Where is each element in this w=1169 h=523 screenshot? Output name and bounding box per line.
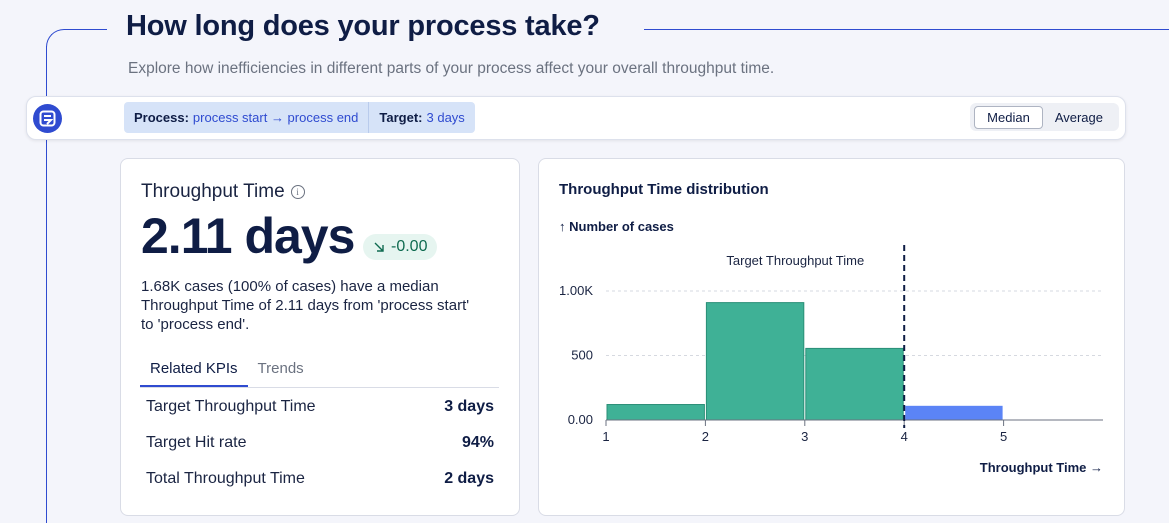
app-logo-icon [33,104,62,133]
process-filter-value: process start → process end [192,110,359,125]
kpi-title-row: Throughput Time i [141,181,305,203]
chart-title: Throughput Time distribution [559,181,769,198]
filter-chip-group: Process: process start → process end Tar… [124,102,475,133]
y-tick-label: 500 [571,348,593,363]
delta-badge: -0.00 [363,234,438,260]
histogram-bar [905,405,1003,420]
kpi-row-value: 94% [461,434,494,451]
y-tick-label: 1.00K [559,283,593,298]
kpi-row-label: Target Hit rate [146,434,247,451]
x-tick-label: 2 [702,429,709,444]
median-toggle-button[interactable]: Median [974,105,1043,129]
throughput-kpi-card: Throughput Time i 2.11 days -0.00 1.68K … [120,158,520,516]
kpi-row-label: Target Throughput Time [146,398,316,415]
kpi-tabs: Related KPIs Trends [140,354,499,388]
x-tick-label: 3 [801,429,808,444]
filter-bar: Process: process start → process end Tar… [26,96,1126,140]
kpi-title: Throughput Time [141,181,285,202]
x-tick-label: 4 [901,429,908,444]
y-tick-label: 0.00 [568,412,593,427]
y-axis-label: ↑ Number of cases [559,219,674,234]
delta-value: -0.00 [391,238,428,255]
frame-border-left [46,46,47,523]
frame-border-top [644,29,1169,30]
average-toggle-button[interactable]: Average [1054,109,1103,125]
kpi-row-label: Total Throughput Time [146,470,305,487]
histogram-bar [606,404,705,421]
target-filter-chip[interactable]: Target: 3 days [368,102,474,133]
target-filter-label: Target: [379,110,423,125]
x-axis-label: Throughput Time → [980,460,1103,475]
kpi-row-target-throughput-time: Target Throughput Time 3 days [146,398,494,416]
x-tick-label: 5 [1000,429,1007,444]
frame-border-curve [46,29,107,60]
kpi-row-target-hit-rate: Target Hit rate 94% [146,434,494,452]
info-icon[interactable]: i [290,185,305,199]
median-average-toggle: Median Average [970,103,1119,131]
target-line-label: Target Throughput Time [726,253,864,268]
x-tick-label: 1 [602,429,609,444]
process-filter-label: Process: [134,110,189,125]
tab-related-kpis[interactable]: Related KPIs [140,354,248,387]
target-filter-value: 3 days [426,110,465,125]
throughput-distribution-chart: ↑ Number of cases 0.00 500 1.00K 1 2 3 4 5 Target… [559,219,1103,475]
kpi-row-value: 3 days [444,398,494,415]
kpi-row-value: 2 days [444,470,494,487]
kpi-value: 2.11 days [141,208,355,264]
tab-trends[interactable]: Trends [257,360,304,377]
kpi-row-total-throughput-time: Total Throughput Time 2 days [146,470,494,488]
throughput-distribution-card: Throughput Time distribution ↑ Number of… [538,158,1125,516]
histogram-bar [805,347,904,421]
page-subtitle: Explore how inefficiencies in different … [128,60,775,77]
histogram-bar [705,302,805,421]
page-title: How long does your process take? [126,10,600,42]
process-filter-chip[interactable]: Process: process start → process end [124,102,368,133]
kpi-description: 1.68K cases (100% of cases) have a media… [141,278,470,333]
trend-down-arrow-icon [374,242,384,252]
